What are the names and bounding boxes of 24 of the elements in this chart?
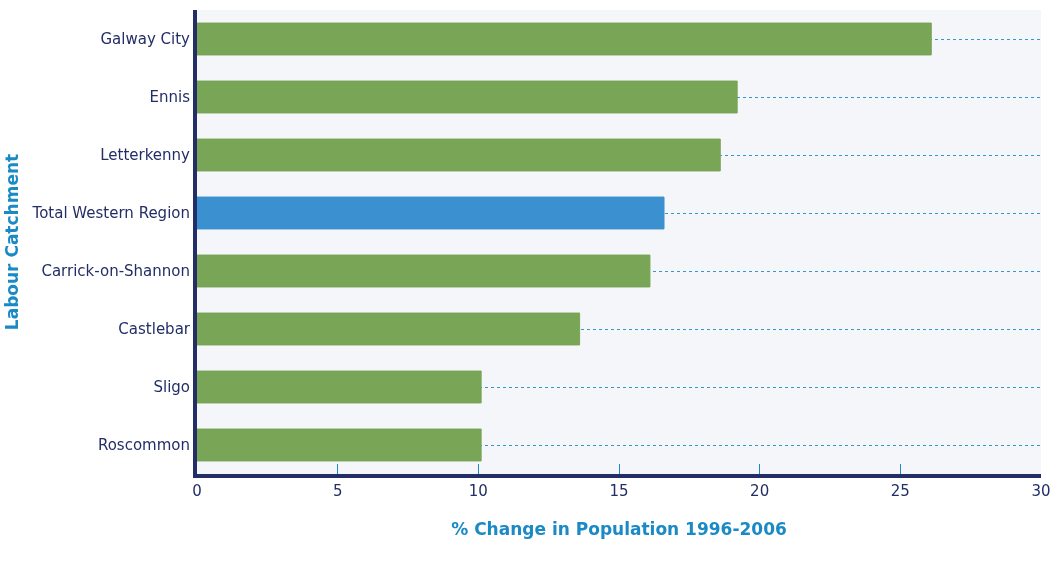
bar (197, 428, 482, 462)
x-tick-label: 30 (1031, 482, 1051, 500)
y-tick-label: Carrick-on-Shannon (41, 262, 190, 281)
x-axis-title: % Change in Population 1996-2006 (451, 518, 787, 539)
x-tick-label: 15 (609, 482, 629, 500)
y-tick-label: Galway City (100, 30, 191, 49)
bar (197, 312, 581, 346)
bar (197, 80, 738, 114)
y-tick-label: Letterkenny (100, 146, 191, 165)
y-tick-label: Ennis (149, 88, 191, 107)
x-tick-label: 5 (332, 482, 343, 500)
x-tick-label: 25 (890, 482, 910, 500)
y-axis-title: Labour Catchment (1, 153, 22, 331)
y-tick-label: Castlebar (118, 320, 191, 339)
y-tick-label: Sligo (153, 378, 190, 397)
x-tick-label: 0 (192, 482, 202, 500)
bar (197, 138, 721, 172)
x-tick-label: 10 (468, 482, 488, 500)
bar (197, 370, 482, 404)
y-tick-label: Total Western Region (31, 204, 190, 223)
bar (197, 254, 651, 288)
x-tick-label: 20 (750, 482, 770, 500)
bar (197, 22, 932, 56)
y-tick-label: Roscommon (97, 436, 190, 455)
